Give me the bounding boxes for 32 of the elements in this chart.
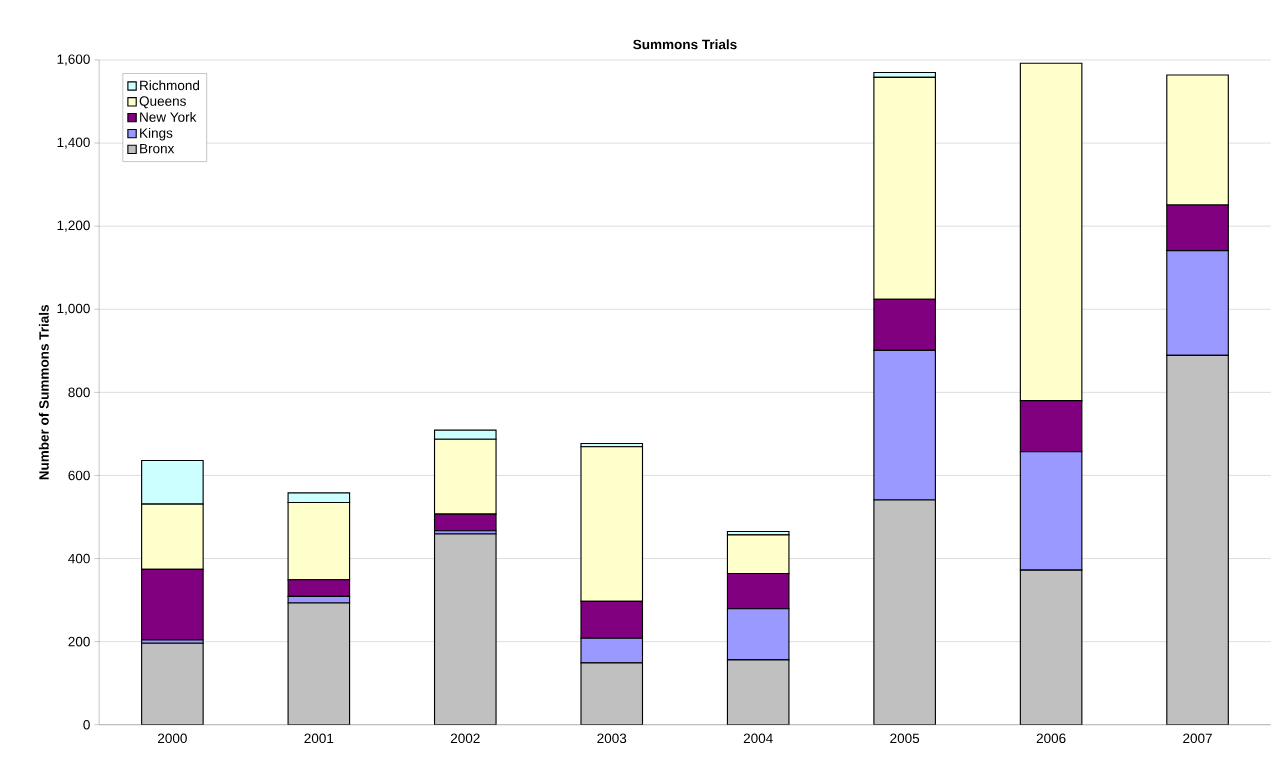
y-axis-title: Number of Summons Trials [38,305,49,480]
y-tick-label: 1,600 [57,54,90,66]
y-tick-label: 1,000 [57,303,90,315]
x-tick-label: 2004 [743,733,773,744]
y-tick-label: 400 [68,553,90,564]
x-tick-label: 2001 [304,733,334,744]
legend-label: Bronx [140,144,175,154]
legend-label: New York [140,112,197,122]
x-tick-label: 2002 [450,733,480,744]
legend-label: Kings [140,128,173,141]
bar [873,499,936,725]
legend-label: Richmond [140,80,200,91]
legend-label: Queens [139,96,186,109]
bar [433,533,497,725]
y-tick-label: 1,200 [57,220,90,232]
x-tick-label: 2006 [1036,733,1066,744]
chart-title: Summons Trials [633,39,737,50]
y-tick-label: 200 [68,636,90,647]
x-tick-label: 2005 [890,733,920,744]
y-tick-label: 0 [83,720,90,730]
bar [1166,354,1229,725]
bar [1019,569,1083,725]
y-tick-label: 600 [68,470,90,481]
bar [287,602,351,725]
y-tick-label: 800 [68,387,90,398]
bar [141,642,204,725]
x-tick-label: 2000 [158,733,187,744]
x-tick-label: 2003 [597,733,627,744]
y-tick-label: 1,400 [57,137,90,149]
x-tick-label: 2007 [1183,733,1212,744]
bar [580,662,644,725]
bar [726,659,790,725]
